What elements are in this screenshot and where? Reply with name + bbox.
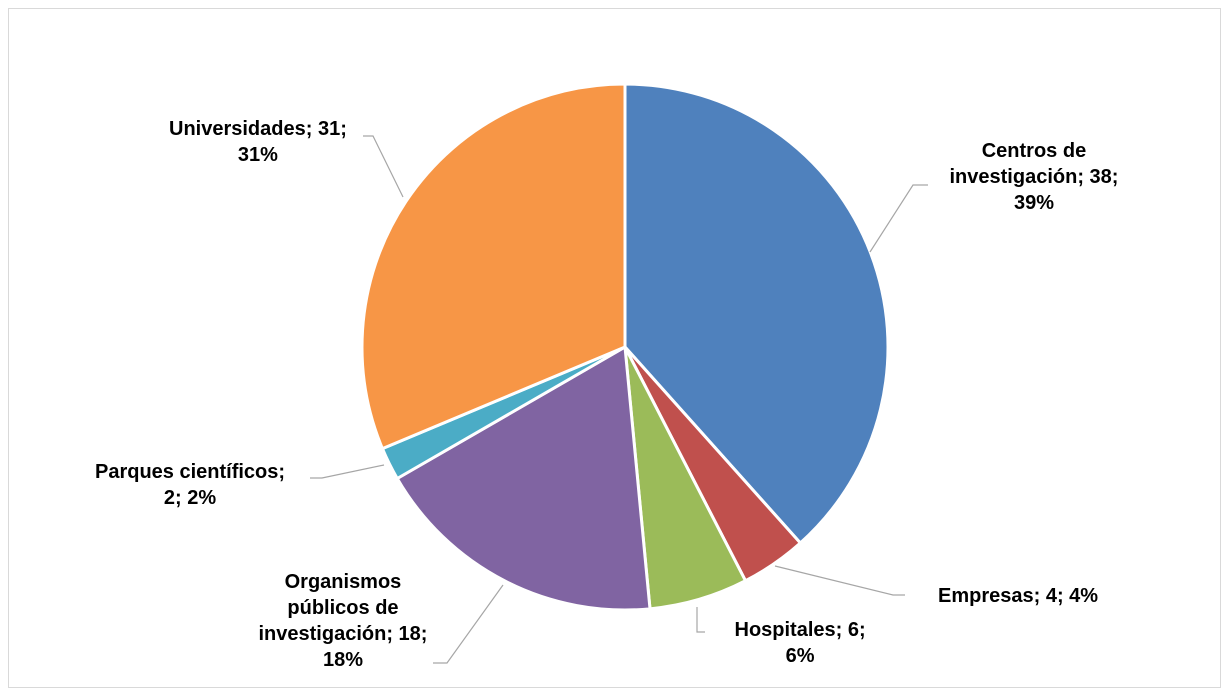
slice-label-line: Centros de bbox=[981, 140, 1087, 162]
slice-label: Centros de investigación; 38; 39% bbox=[950, 138, 1119, 216]
slice-label-line: 2; 2% bbox=[163, 487, 217, 509]
slice-label: Empresas; 4; 4% bbox=[938, 583, 1098, 609]
leader-line bbox=[310, 464, 385, 479]
slice-label-line: Universidades; 31; bbox=[169, 118, 347, 140]
slice-label-line: investigación; 18; bbox=[258, 623, 428, 645]
slice-label: Hospitales; 6; 6% bbox=[735, 617, 866, 669]
slice-label-line: Parques científicos; bbox=[95, 461, 286, 483]
leader-line bbox=[774, 565, 905, 596]
pie-slice-centros-de-investigaci-n bbox=[623, 82, 890, 545]
slice-label: Parques científicos; 2; 2% bbox=[95, 459, 285, 511]
slice-label-line: 31% bbox=[237, 144, 278, 166]
slice-label-line: 6% bbox=[785, 645, 815, 667]
leader-line bbox=[433, 584, 504, 664]
slice-label-line: 39% bbox=[1013, 192, 1054, 214]
slice-label-line: investigación; 38; bbox=[949, 166, 1119, 188]
pie-slices bbox=[360, 82, 890, 612]
slice-label-line: públicos de bbox=[287, 597, 399, 619]
leader-line bbox=[363, 135, 404, 198]
pie-slice-universidades bbox=[360, 82, 627, 451]
leader-lines bbox=[310, 135, 928, 664]
slice-label-line: Organismos bbox=[284, 571, 402, 593]
slice-label-line: Hospitales; 6; bbox=[734, 619, 866, 641]
slice-label: Organismos públicos de investigación; 18; 1… bbox=[259, 569, 428, 673]
slice-label-line: 18% bbox=[322, 649, 363, 671]
leader-line bbox=[869, 184, 928, 253]
slice-label-line: Empresas; 4; 4% bbox=[938, 585, 1099, 607]
slice-label: Universidades; 31; 31% bbox=[169, 116, 347, 168]
pie-slice-organismos-p-blicos-de-investigaci-n bbox=[395, 345, 652, 612]
leader-line bbox=[696, 607, 705, 633]
